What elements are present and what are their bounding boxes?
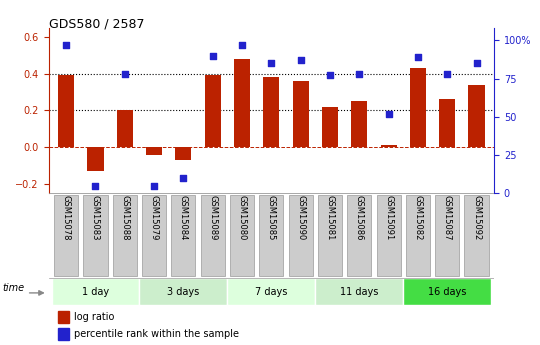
Text: GSM15091: GSM15091 — [384, 195, 393, 240]
Bar — [234, 59, 250, 147]
Bar — [406, 195, 430, 276]
Bar — [259, 195, 284, 276]
Bar — [469, 85, 484, 147]
Bar — [51, 278, 139, 305]
Bar — [322, 107, 338, 147]
Text: GSM15079: GSM15079 — [150, 195, 159, 240]
Bar — [205, 76, 221, 147]
Bar — [293, 81, 309, 147]
Bar — [230, 195, 254, 276]
Text: 1 day: 1 day — [82, 287, 109, 296]
Bar — [464, 195, 489, 276]
Point — [443, 71, 451, 77]
Text: GSM15088: GSM15088 — [120, 195, 129, 240]
Point — [414, 55, 422, 60]
Text: time: time — [3, 283, 25, 293]
Bar — [376, 195, 401, 276]
Text: GSM15078: GSM15078 — [62, 195, 71, 240]
Bar — [351, 101, 367, 147]
Text: percentile rank within the sample: percentile rank within the sample — [74, 329, 239, 339]
Bar — [139, 278, 227, 305]
Text: GSM15081: GSM15081 — [326, 195, 334, 240]
Point — [267, 60, 276, 66]
Text: 7 days: 7 days — [255, 287, 287, 296]
Point — [208, 53, 217, 58]
Text: GSM15090: GSM15090 — [296, 195, 305, 240]
Bar — [318, 195, 342, 276]
Text: GSM15084: GSM15084 — [179, 195, 188, 240]
Bar — [410, 68, 426, 147]
Text: GSM15092: GSM15092 — [472, 195, 481, 240]
Bar — [435, 195, 459, 276]
Text: log ratio: log ratio — [74, 312, 114, 322]
Bar — [58, 310, 69, 323]
Text: GSM15085: GSM15085 — [267, 195, 276, 240]
Bar — [142, 195, 166, 276]
Bar — [264, 77, 279, 147]
Text: GSM15082: GSM15082 — [414, 195, 422, 240]
Text: GSM15083: GSM15083 — [91, 195, 100, 240]
Bar — [289, 195, 313, 276]
Bar — [403, 278, 491, 305]
Bar — [113, 195, 137, 276]
Bar — [117, 110, 133, 147]
Point — [355, 71, 363, 77]
Text: 3 days: 3 days — [167, 287, 200, 296]
Point — [62, 42, 71, 48]
Text: GSM15086: GSM15086 — [355, 195, 364, 240]
Point — [384, 111, 393, 117]
Bar — [381, 145, 397, 147]
Bar — [146, 147, 162, 155]
Bar — [87, 147, 104, 171]
Point — [91, 183, 100, 188]
Bar — [58, 328, 69, 340]
Text: GSM15087: GSM15087 — [443, 195, 451, 240]
Bar — [84, 195, 107, 276]
Text: GSM15089: GSM15089 — [208, 195, 217, 240]
Text: 16 days: 16 days — [428, 287, 467, 296]
Point — [238, 42, 246, 48]
Bar — [315, 278, 403, 305]
Text: 11 days: 11 days — [340, 287, 379, 296]
Text: GSM15080: GSM15080 — [238, 195, 247, 240]
Bar — [347, 195, 372, 276]
Point — [296, 57, 305, 63]
Text: GDS580 / 2587: GDS580 / 2587 — [49, 17, 144, 30]
Point — [472, 60, 481, 66]
Point — [120, 71, 129, 77]
Bar — [227, 278, 315, 305]
Bar — [201, 195, 225, 276]
Bar — [54, 195, 78, 276]
Point — [326, 73, 334, 78]
Bar — [439, 99, 455, 147]
Point — [179, 175, 188, 181]
Point — [150, 183, 158, 188]
Bar — [176, 147, 192, 160]
Bar — [58, 76, 74, 147]
Bar — [171, 195, 195, 276]
